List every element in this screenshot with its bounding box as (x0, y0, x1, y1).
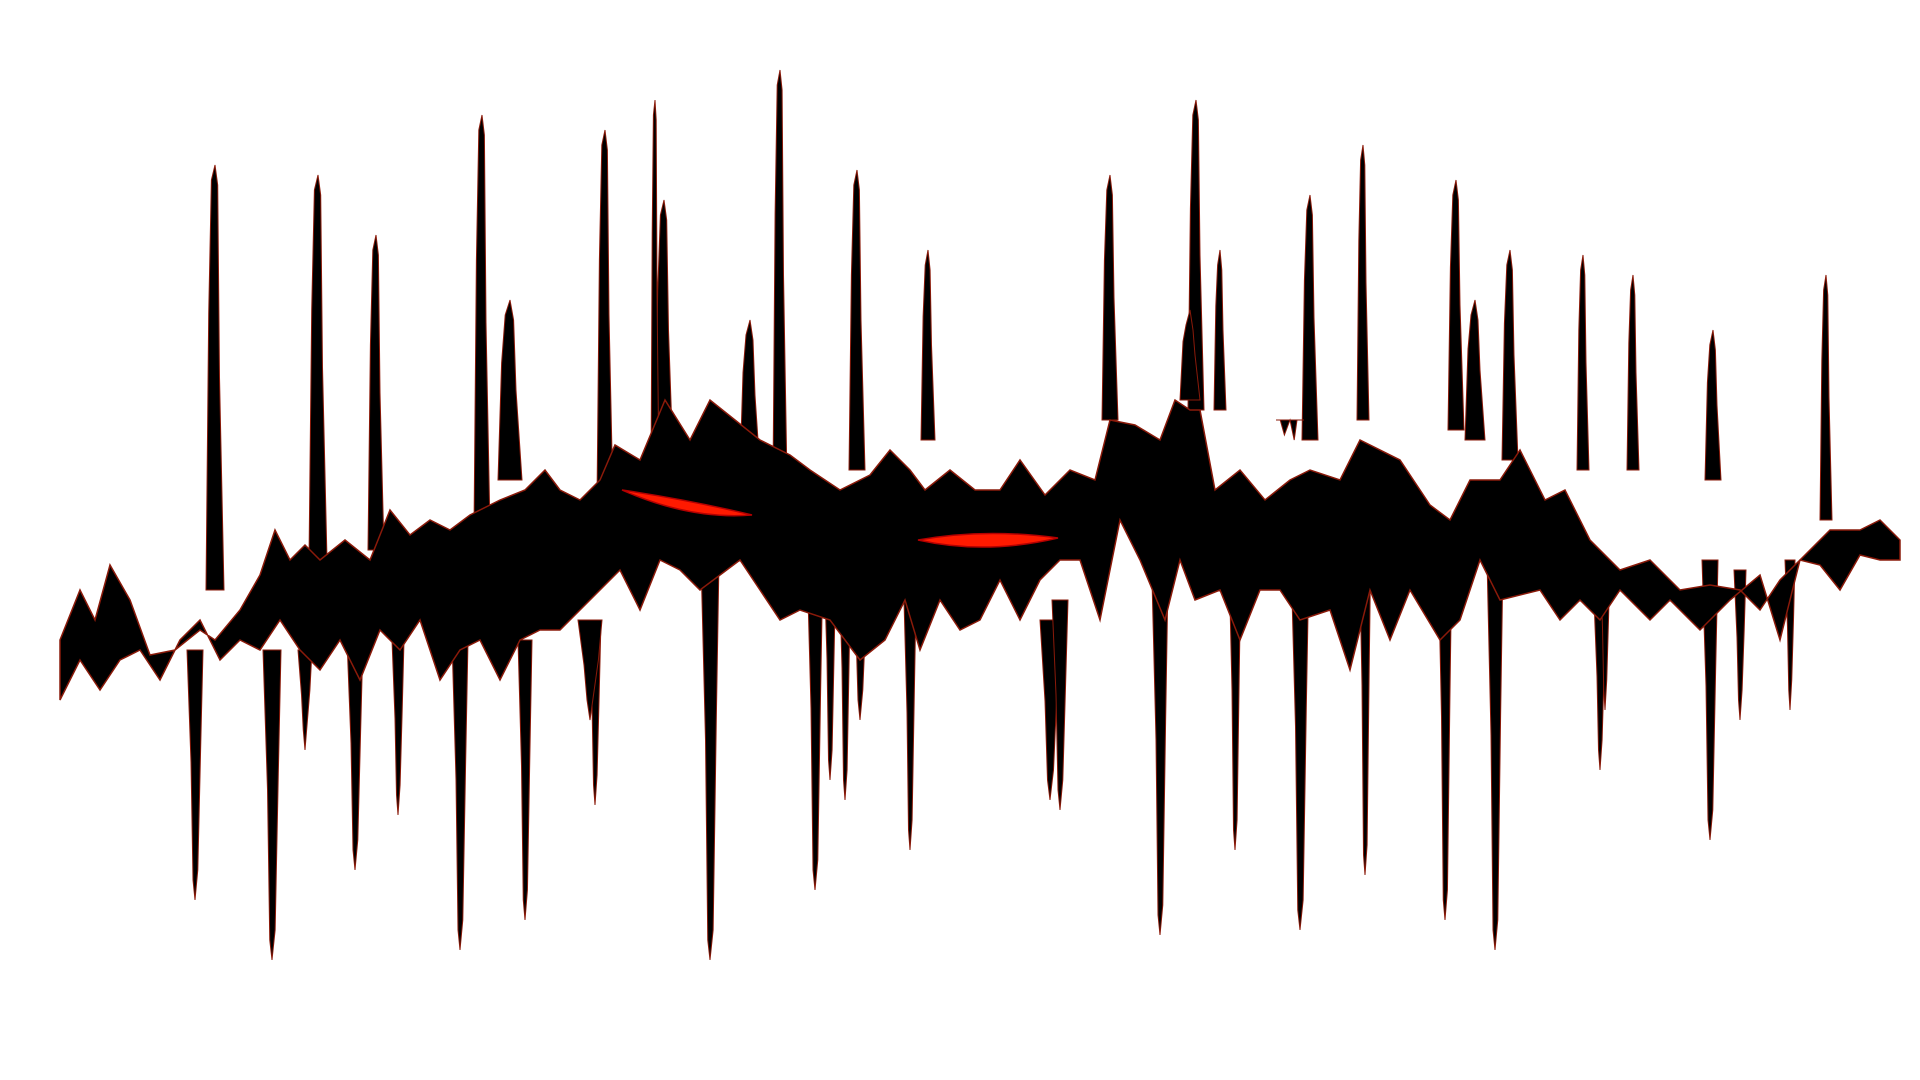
up-spike-19 (1819, 274, 1833, 521)
right-eye (917, 532, 1059, 548)
up-spike-9 (920, 249, 936, 441)
up-spike-14 (1447, 179, 1465, 431)
up-spike-12 (1301, 194, 1319, 441)
waveform-body (59, 398, 1901, 701)
down-spike-1 (186, 649, 204, 901)
up-spike-2 (308, 174, 328, 561)
up-spike-18 (1704, 329, 1722, 481)
down-spike-2 (262, 649, 282, 961)
eyes (621, 489, 1059, 548)
up-spike-26 (1464, 299, 1486, 441)
up-spike-13 (1356, 144, 1370, 421)
up-spike-15 (1501, 249, 1519, 461)
up-spike-24 (497, 299, 523, 481)
up-spike-3 (367, 234, 385, 551)
up-spike-8 (848, 169, 866, 471)
up-spike-10 (1101, 174, 1119, 421)
down-spike-6 (451, 639, 469, 951)
up-spike-23 (1276, 418, 1304, 441)
up-spike-16 (1576, 254, 1590, 471)
down-spike-26 (1733, 569, 1747, 721)
down-spike-5 (391, 639, 405, 816)
left-eye (621, 489, 753, 517)
up-spike-17 (1626, 274, 1640, 471)
up-spike-7 (772, 69, 788, 481)
down-spike-9 (700, 559, 720, 961)
up-spike-1 (205, 164, 225, 591)
up-spike-4 (473, 114, 491, 531)
down-spike-25 (1051, 599, 1069, 811)
up-spike-25 (1179, 309, 1201, 401)
down-spike-20 (1701, 559, 1719, 841)
down-spike-24 (577, 619, 603, 721)
down-spike-7 (517, 639, 533, 921)
up-spike-20 (1213, 249, 1227, 411)
